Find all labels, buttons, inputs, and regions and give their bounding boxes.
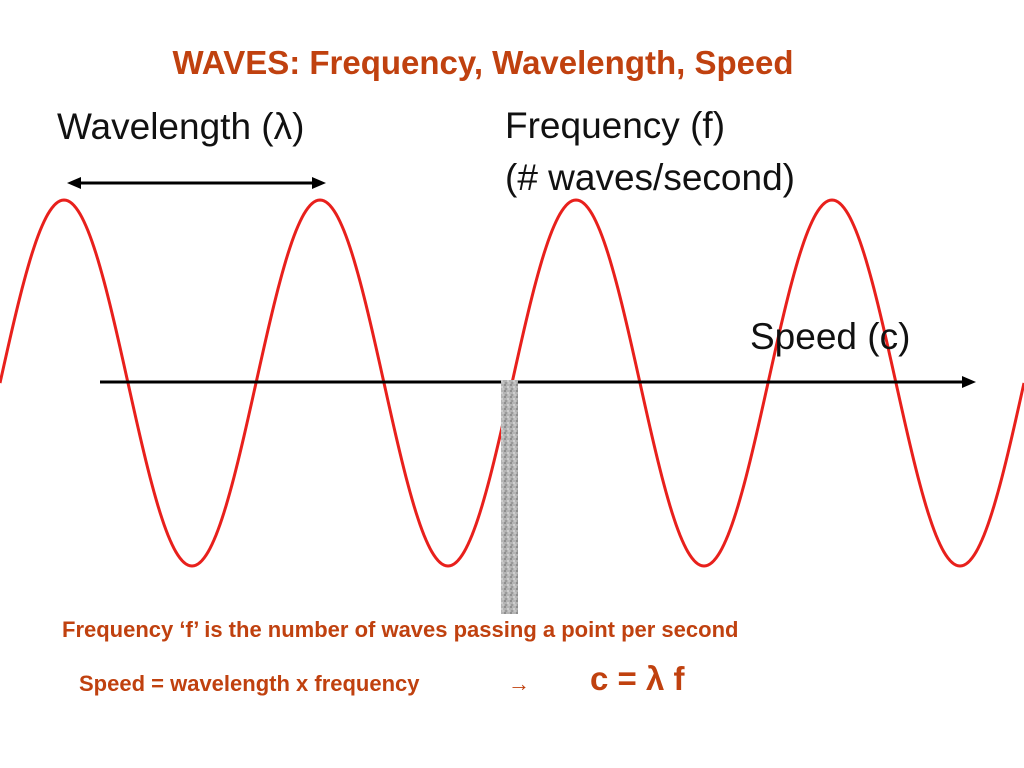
speed-definition: Speed = wavelength x frequency xyxy=(79,671,420,696)
speed-arrow-head xyxy=(962,376,976,388)
wavelength-label: Wavelength (λ) xyxy=(57,106,305,147)
frequency-definition: Frequency ‘f’ is the number of waves pas… xyxy=(62,617,739,642)
frequency-label-line2: (# waves/second) xyxy=(505,157,795,198)
slide-title: WAVES: Frequency, Wavelength, Speed xyxy=(172,44,794,81)
speed-label: Speed (c) xyxy=(750,316,911,357)
observation-point-marker xyxy=(501,380,518,614)
wavelength-arrow-head-left xyxy=(67,177,81,189)
speed-equation: c = λ f xyxy=(590,660,685,697)
frequency-label: Frequency (f) (# waves/second) xyxy=(505,100,795,204)
frequency-label-line1: Frequency (f) xyxy=(505,105,726,146)
wavelength-arrow-head-right xyxy=(312,177,326,189)
right-arrow-icon: → xyxy=(508,671,530,696)
